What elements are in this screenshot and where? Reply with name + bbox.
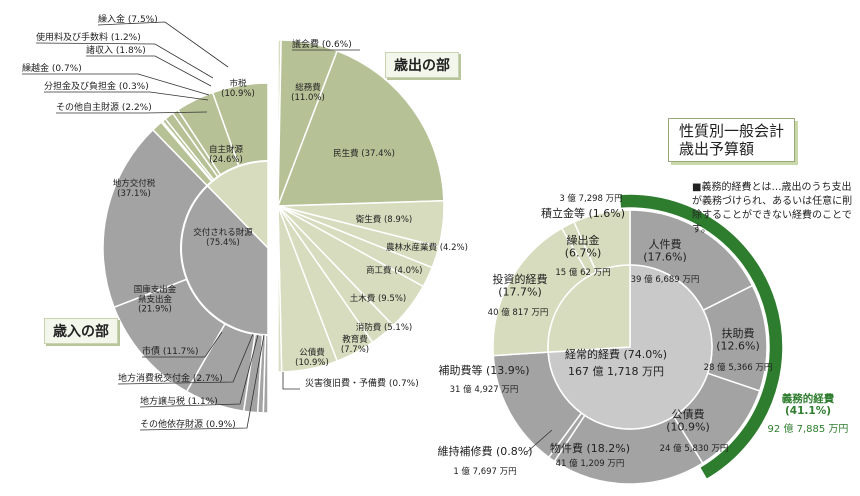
nature-inner-amount: 167 億 1,718 万円	[568, 365, 664, 378]
expenditure-slice-10	[277, 205, 283, 373]
nature-amount-6: 40 億 817 万円	[488, 307, 549, 318]
nature-inner-label: 経常的経費 (74.0%)	[565, 347, 667, 361]
revenue-leader-11	[139, 334, 259, 408]
nature-label-1: 扶助費(12.6%)	[716, 326, 760, 353]
nature-title-line1: 性質別一般会計	[679, 122, 785, 140]
expenditure-title: 歳出の部	[385, 52, 459, 78]
revenue-leader-2	[35, 42, 214, 79]
nature-label-8: 繰出金(6.7%)	[565, 233, 602, 260]
expenditure-label-3: 衛生費 (8.9%)	[356, 214, 412, 225]
expenditure-label-9: 公債費(10.9%)	[295, 347, 329, 368]
chart-labels: 自主財源(24.6%) 交付される財源(75.4%) 市税(10.9%) 地方交付税(…	[22, 13, 848, 477]
mandatory-label: 義務的経費(41.1%)	[782, 392, 835, 417]
expenditure-leader-10	[282, 372, 300, 390]
expenditure-label-1: 総務費(11.0%)	[291, 82, 325, 103]
nature-title: 性質別一般会計 歳出予算額	[668, 118, 796, 162]
nature-amount-2: 24 億 5,830 万円	[660, 443, 729, 454]
revenue-inner-label-0: 自主財源(24.6%)	[209, 144, 244, 165]
nature-mandatory-band	[618, 193, 784, 481]
nature-title-line2: 歳出予算額	[679, 140, 755, 158]
revenue-label-9: 市債 (11.7%)	[142, 345, 198, 357]
expenditure-pie	[276, 39, 445, 373]
revenue-leader-6	[56, 111, 208, 114]
expenditure-label-4: 農林水産業費 (4.2%)	[386, 242, 468, 253]
revenue-label-5: 分担金及び負担金 (0.3%)	[44, 80, 149, 92]
revenue-label-12: その他依存財源 (0.9%)	[140, 418, 236, 430]
revenue-label-2: 使用料及び手数料 (1.2%)	[36, 31, 141, 43]
revenue-pie	[102, 82, 356, 414]
nature-amount-5: 31 億 4,927 万円	[450, 384, 519, 395]
nature-label-2: 公債費(10.9%)	[666, 407, 710, 434]
nature-amount-8: 15 億 62 万円	[555, 267, 610, 278]
revenue-leader-4	[22, 73, 210, 96]
expenditure-label-2: 民生費 (37.4%)	[333, 148, 395, 159]
revenue-label-7: 地方交付税(37.1%)	[113, 178, 156, 199]
nature-pie	[492, 193, 784, 485]
revenue-label-1: 繰入金 (7.5%)	[98, 13, 158, 25]
revenue-label-11: 地方譲与税 (1.1%)	[140, 395, 218, 407]
nature-label-4: 維持補修費 (0.8%)	[437, 444, 532, 458]
nature-leader-4	[526, 429, 553, 453]
nature-amount-7: 3 億 7,298 万円	[559, 193, 622, 204]
revenue-label-0: 市税(10.9%)	[221, 78, 255, 99]
expenditure-label-10: 災害復旧費・予備費 (0.7%)	[305, 377, 419, 389]
expenditure-label-7: 消防費 (5.1%)	[356, 322, 412, 333]
revenue-leader-9	[142, 331, 223, 358]
revenue-label-8: 国庫支出金県支出金(21.9%)	[134, 284, 177, 315]
nature-inner-rest	[547, 264, 631, 353]
nature-amount-1: 28 億 5,366 万円	[704, 362, 773, 373]
mandatory-amount: 92 億 7,885 万円	[768, 422, 849, 435]
revenue-leader-1	[97, 21, 229, 68]
revenue-label-10: 地方消費税交付金 (2.7%)	[118, 372, 223, 384]
nature-label-7: 積立金等 (1.6%)	[541, 206, 625, 220]
nature-amount-0: 39 億 6,689 万円	[631, 274, 700, 285]
revenue-leader-3	[86, 55, 212, 87]
expenditure-slice-2	[276, 49, 445, 207]
expenditure-label-8: 教育費(7.7%)	[341, 334, 369, 355]
expenditure-label-0: 議会費 (0.6%)	[292, 38, 352, 50]
revenue-leader-12	[139, 334, 265, 431]
nature-label-5: 補助費等 (13.9%)	[438, 363, 529, 377]
nature-amount-3: 41 億 1,209 万円	[556, 458, 625, 469]
expenditure-label-5: 商工費 (4.0%)	[366, 265, 422, 276]
revenue-label-6: その他自主財源 (2.2%)	[56, 101, 152, 113]
nature-label-6: 投資的経費(17.7%)	[493, 272, 548, 299]
revenue-leader-5	[44, 91, 209, 101]
mandatory-note-text: ■義務的経費とは…歳出のうち支出が義務づけられ、あるいは任意に削除することができ…	[692, 182, 853, 235]
mandatory-expense-note: ■義務的経費とは…歳出のうち支出が義務づけられ、あるいは任意に削除することができ…	[692, 181, 854, 237]
expenditure-label-6: 土木費 (9.5%)	[350, 293, 406, 304]
nature-amount-4: 1 億 7,697 万円	[453, 466, 516, 477]
revenue-title: 歳入の部	[44, 318, 118, 344]
revenue-inner-label-1: 交付される財源(75.4%)	[193, 227, 253, 248]
revenue-leader-10	[117, 333, 254, 385]
nature-label-0: 人件費(17.6%)	[643, 237, 687, 264]
nature-label-3: 物件費 (18.2%)	[550, 441, 630, 455]
revenue-label-4: 繰越金 (0.7%)	[22, 62, 82, 74]
revenue-label-3: 諸収入 (1.8%)	[86, 44, 146, 56]
